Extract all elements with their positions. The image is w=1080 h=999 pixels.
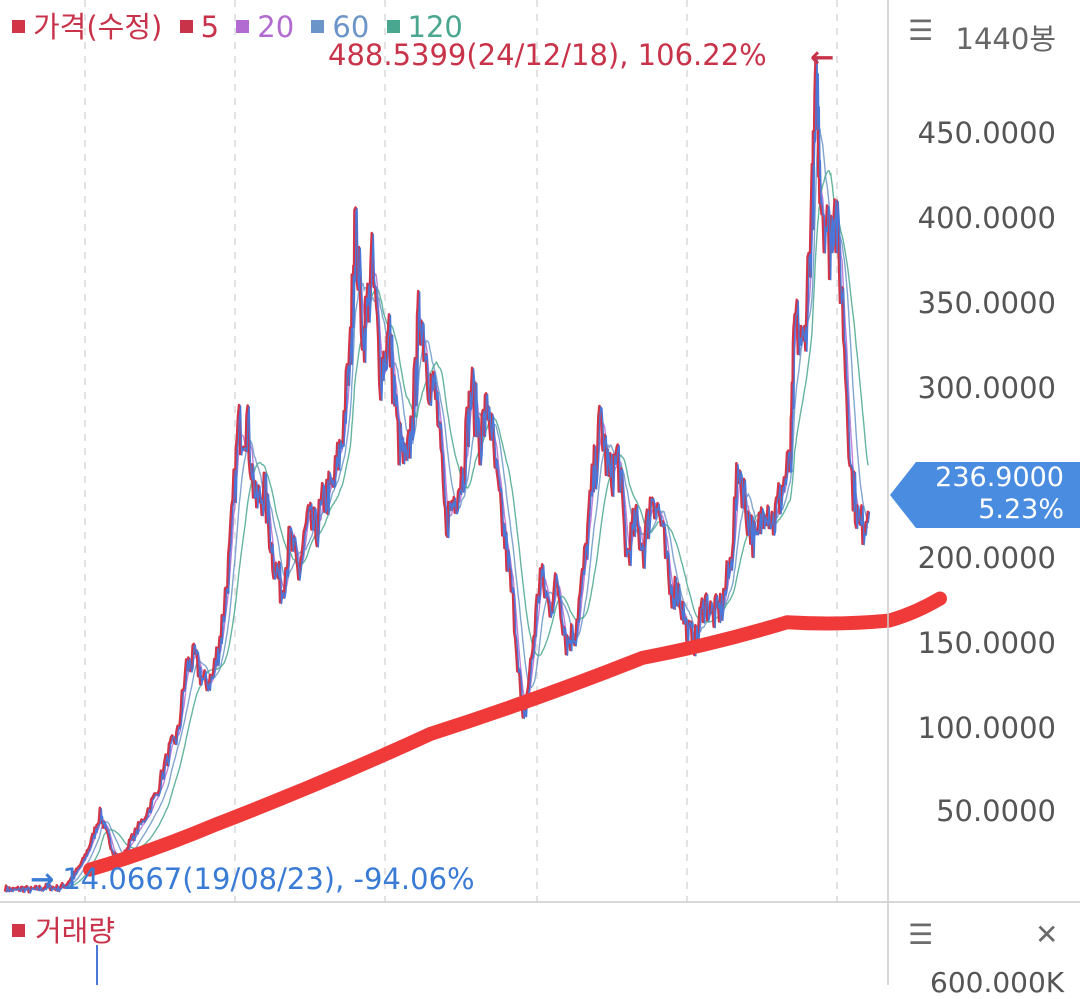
y-tick-450: 450.0000 — [917, 116, 1056, 150]
y-tick-200: 200.0000 — [917, 541, 1056, 575]
trendline-path — [83, 591, 947, 877]
y-tick-300: 300.0000 — [917, 371, 1056, 405]
legend-price: 가격(수정) — [12, 10, 162, 44]
current-price: 236.9000 — [935, 462, 1064, 493]
ma20-line — [4, 91, 869, 892]
high-price-annotation: 488.5399(24/12/18), 106.22% — [328, 38, 767, 72]
chart-legend: 가격(수정) 5 20 60 120 — [12, 4, 471, 46]
volume-label: 거래량 — [35, 914, 116, 948]
hamburger-menu-icon[interactable]: ☰ — [908, 14, 934, 47]
low-arrow-icon: → — [30, 862, 55, 896]
current-change: 5.23% — [978, 494, 1064, 525]
price-line-blue — [5, 58, 871, 894]
y-tick-150: 150.0000 — [917, 626, 1056, 660]
legend-ma120: 120 — [386, 10, 463, 44]
ma60-line — [4, 128, 869, 892]
price-series — [3, 56, 871, 894]
moving-average-lines — [4, 91, 869, 892]
volume-axis-label: 600.000K — [930, 966, 1065, 999]
chart-grid — [84, 0, 838, 902]
price-line-red — [3, 56, 870, 894]
ma120-line — [4, 170, 869, 892]
bar-count-label[interactable]: 1440봉 — [955, 22, 1056, 56]
high-price-text: 488.5399(24/12/18), 106.22% — [328, 38, 767, 72]
volume-menu-icon[interactable]: ☰ — [908, 918, 934, 951]
current-price-tag: 236.9000 5.23% — [890, 462, 1080, 528]
y-tick-400: 400.0000 — [917, 201, 1056, 235]
y-tick-350: 350.0000 — [917, 286, 1056, 320]
volume-legend-swatch — [12, 924, 25, 937]
y-tick-50: 50.0000 — [936, 794, 1056, 828]
legend-ma20: 20 — [236, 10, 294, 44]
trendline — [83, 591, 947, 877]
y-tick-100: 100.0000 — [917, 711, 1056, 745]
high-arrow-icon: ← — [810, 40, 835, 74]
close-x-icon[interactable]: ✕ — [1035, 918, 1059, 951]
legend-ma5: 5 — [179, 10, 219, 44]
legend-ma60: 60 — [311, 10, 369, 44]
low-price-text: 14.0667(19/08/23), -94.06% — [62, 862, 475, 896]
low-price-annotation: → 14.0667(19/08/23), -94.06% — [30, 862, 475, 896]
volume-legend: 거래량 — [12, 908, 115, 950]
